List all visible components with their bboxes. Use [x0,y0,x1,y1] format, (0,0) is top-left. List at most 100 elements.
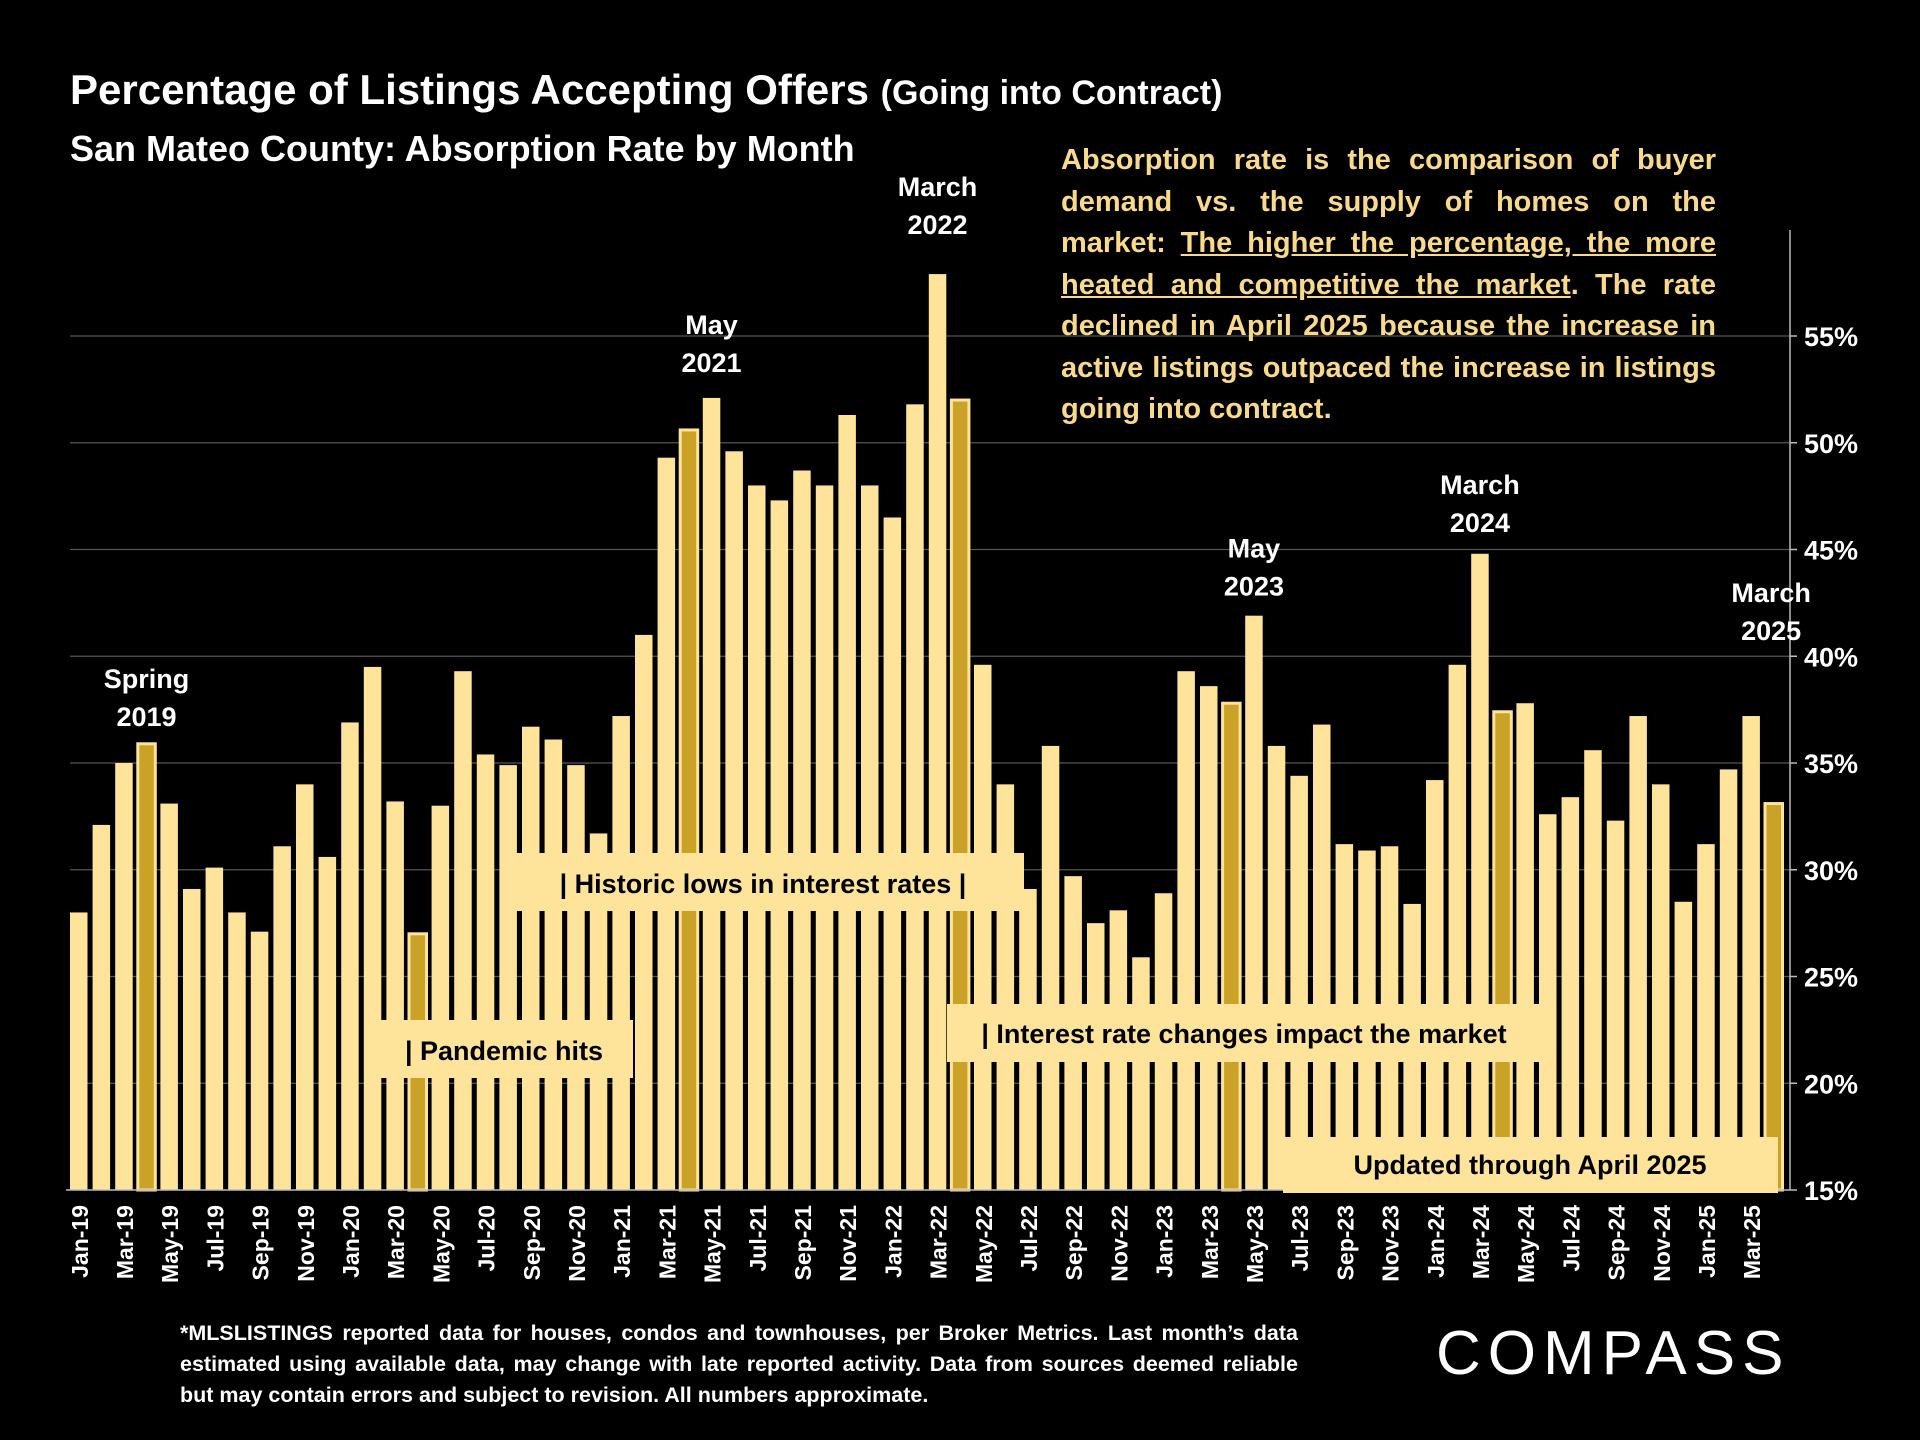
bar [567,765,585,1190]
chart-subtitle: San Mateo County: Absorption Rate by Mon… [70,128,855,169]
bar [949,398,971,1192]
bar [793,470,811,1190]
x-tick-label: Nov-23 [1378,1205,1404,1282]
x-tick-label: Jan-22 [880,1205,906,1278]
x-tick-label: Jan-25 [1694,1205,1720,1278]
bar [1448,664,1467,1190]
x-tick-label: Nov-19 [293,1205,319,1282]
peak-annotation-line1: May [1228,534,1281,564]
x-tick-label: Jan-24 [1423,1205,1449,1278]
x-tick-label: Nov-20 [564,1205,590,1282]
x-tick-label: May-21 [700,1205,726,1283]
x-tick-label: Mar-24 [1468,1205,1494,1279]
bar [996,784,1015,1190]
x-tick-label: Jan-21 [609,1205,635,1278]
bar [635,634,653,1190]
y-tick-label: 30% [1804,856,1858,886]
bar [296,784,314,1190]
bar [1674,901,1693,1190]
peak-annotation-line1: March [898,172,978,202]
y-tick-label: 20% [1804,1069,1858,1099]
bar [136,742,157,1192]
bar [341,722,359,1190]
x-tick-label: Jul-24 [1558,1205,1584,1272]
x-tick-label: Jan-19 [67,1205,93,1278]
x-tick-label: Mar-25 [1739,1205,1765,1279]
x-tick-label: Sep-19 [248,1205,274,1280]
x-tick-label: Jul-22 [1016,1205,1042,1271]
y-tick-label: 25% [1804,963,1858,993]
bar [1652,784,1670,1190]
bar [1539,814,1557,1190]
bar [678,428,700,1192]
x-tick-label: Jul-19 [202,1205,228,1271]
bar [1200,686,1218,1190]
bar [522,726,540,1190]
bar [1221,701,1242,1192]
x-tick-label: Nov-22 [1106,1205,1132,1282]
x-tick-label: Mar-19 [112,1205,138,1279]
peak-annotation-line1: Spring [104,664,190,694]
bar [1742,716,1760,1190]
bar [1426,780,1444,1190]
peak-annotation-line2: 2021 [682,348,742,378]
x-tick-label: Jul-23 [1287,1205,1313,1271]
explanation-note: Absorption rate is the comparison of buy… [1061,140,1716,431]
x-tick-label: Jan-23 [1152,1205,1178,1278]
bar [612,716,630,1190]
peak-annotation-line2: 2019 [117,702,177,732]
x-tick-label: Sep-24 [1604,1205,1630,1281]
bar [499,765,517,1190]
note-underlined-text: The higher the percentage, the more heat… [1061,227,1717,301]
bar [228,912,246,1190]
bar [160,803,178,1190]
event-label-box [375,1020,633,1078]
x-tick-label: Sep-23 [1332,1205,1358,1280]
peak-annotation-line2: 2025 [1741,616,1801,646]
x-tick-label: Sep-21 [790,1205,816,1281]
note-text-1: Absorption rate is the comparison of buy… [1061,144,1716,259]
x-tick-label: May-19 [157,1205,183,1283]
peak-annotation-line2: 2023 [1224,572,1284,602]
bar [1177,671,1195,1190]
bar [70,912,88,1190]
x-tick-label: Sep-20 [519,1205,545,1280]
x-tick-label: Nov-24 [1649,1205,1675,1282]
compass-logo: COMPASS [1436,1319,1791,1388]
bar [1697,844,1715,1190]
bar [250,931,269,1190]
x-tick-label: Nov-21 [835,1205,861,1282]
peak-annotation-line1: March [1440,470,1520,500]
bar [928,274,947,1191]
x-tick-label: May-24 [1513,1205,1539,1283]
bar [1471,553,1489,1190]
x-tick-label: May-20 [428,1205,454,1283]
chart-title-main: Percentage of Listings Accepting Offers [70,66,869,113]
x-tick-label: Mar-23 [1197,1205,1223,1279]
y-tick-label: 45% [1804,536,1858,566]
event-label-box [1283,1137,1778,1193]
bar [1719,769,1738,1190]
bar [1041,745,1060,1190]
bar [1561,797,1580,1190]
bar [702,397,721,1190]
bar [476,754,495,1190]
bar [273,846,291,1190]
bar [974,664,992,1190]
bar [748,485,766,1190]
bar [1629,716,1647,1190]
bar [838,414,856,1190]
bar [183,888,201,1190]
y-tick-label: 55% [1804,322,1858,352]
footnote: *MLSLISTINGS reported data for houses, c… [180,1321,1298,1407]
event-label-box [502,853,1024,911]
y-tick-label: 35% [1804,749,1858,779]
x-tick-label: Jul-20 [474,1205,500,1271]
bar [1584,750,1602,1190]
bar [815,485,834,1190]
bar [1267,745,1286,1190]
chart-title: Percentage of Listings Accepting Offers … [70,66,1222,114]
bar [861,485,879,1190]
bar [1606,820,1625,1190]
